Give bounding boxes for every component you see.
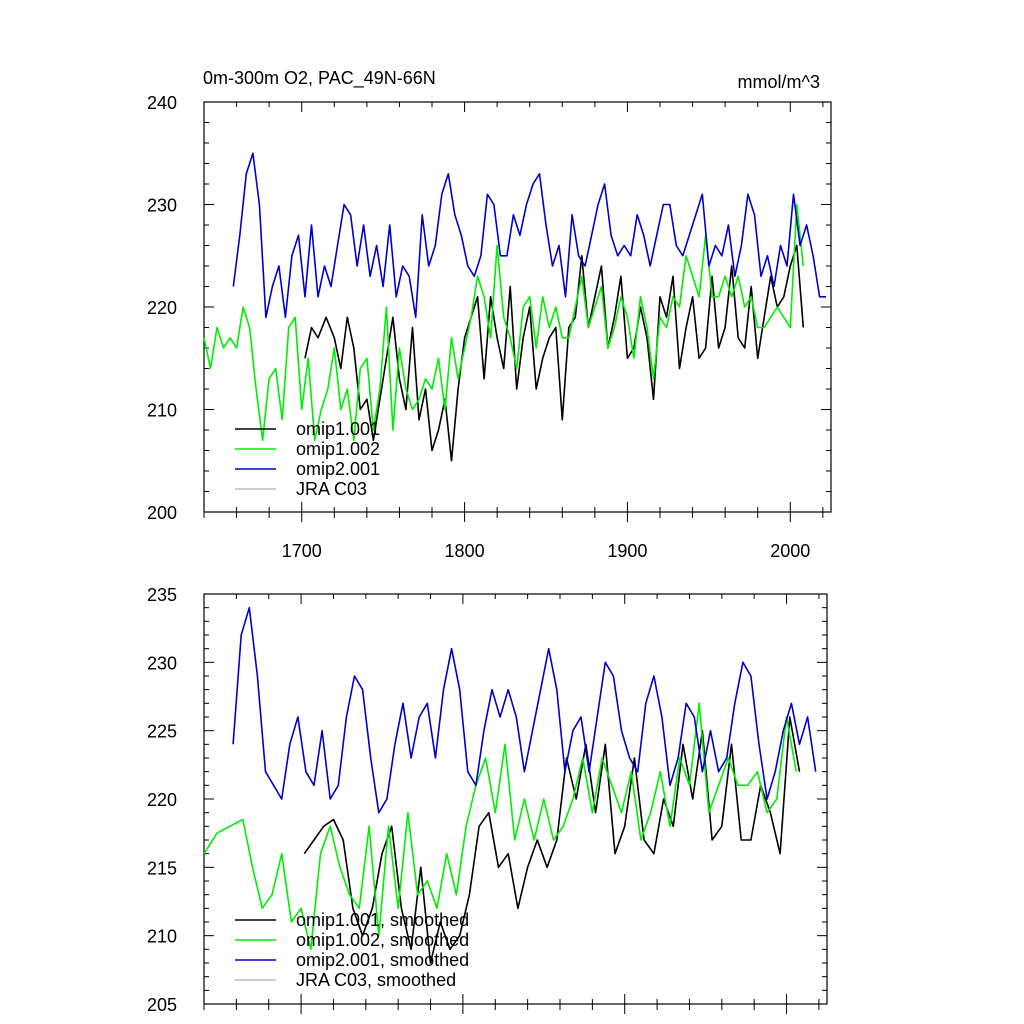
top-series-line-0 xyxy=(304,244,805,462)
top-legend-label: JRA C03 xyxy=(296,479,367,499)
top-axis-ticks: 1700 1800 1900 2000 200 210 220 230 240 xyxy=(147,93,831,561)
bottom-legend-label: JRA C03, smoothed xyxy=(296,970,456,990)
y-tick-label: 205 xyxy=(147,995,177,1015)
y-tick-label: 200 xyxy=(147,503,177,523)
x-tick-label: 1900 xyxy=(607,541,647,561)
y-tick-label: 220 xyxy=(147,790,177,810)
y-tick-label: 230 xyxy=(147,196,177,216)
bottom-series-line-1 xyxy=(203,702,798,951)
x-tick-label: 1800 xyxy=(445,541,485,561)
y-tick-label: 210 xyxy=(147,401,177,421)
top-series-line-2 xyxy=(232,152,827,319)
bottom-legend-label: omip1.002, smoothed xyxy=(296,930,469,950)
y-tick-label: 230 xyxy=(147,653,177,673)
y-tick-label: 220 xyxy=(147,298,177,318)
y-tick-label: 225 xyxy=(147,722,177,742)
top-legend-label: omip1.002 xyxy=(296,439,380,459)
bottom-axis-ticks: 205 210 215 220 225 230 235 xyxy=(147,585,827,1015)
top-series-line-1 xyxy=(203,203,805,442)
y-tick-label: 215 xyxy=(147,858,177,878)
bottom-series-group xyxy=(203,606,817,964)
top-panel: 0m-300m O2, PAC_49N-66N mmol/m^3 1700 180… xyxy=(147,68,832,561)
y-tick-label: 240 xyxy=(147,93,177,113)
top-panel-units: mmol/m^3 xyxy=(738,72,820,92)
top-panel-title: 0m-300m O2, PAC_49N-66N xyxy=(203,68,436,89)
x-tick-label: 1700 xyxy=(282,541,322,561)
top-legend-label: omip1.001 xyxy=(296,419,380,439)
y-tick-label: 210 xyxy=(147,927,177,947)
top-series-group xyxy=(203,152,827,462)
top-legend-label: omip2.001 xyxy=(296,459,380,479)
bottom-legend-label: omip2.001, smoothed xyxy=(296,950,469,970)
y-tick-label: 235 xyxy=(147,585,177,605)
bottom-panel: 205 210 215 220 225 230 235 omip1.001, smoothe… xyxy=(147,585,828,1015)
bottom-series-line-2 xyxy=(232,606,817,814)
bottom-legend-label: omip1.001, smoothed xyxy=(296,910,469,930)
x-tick-label: 2000 xyxy=(770,541,810,561)
